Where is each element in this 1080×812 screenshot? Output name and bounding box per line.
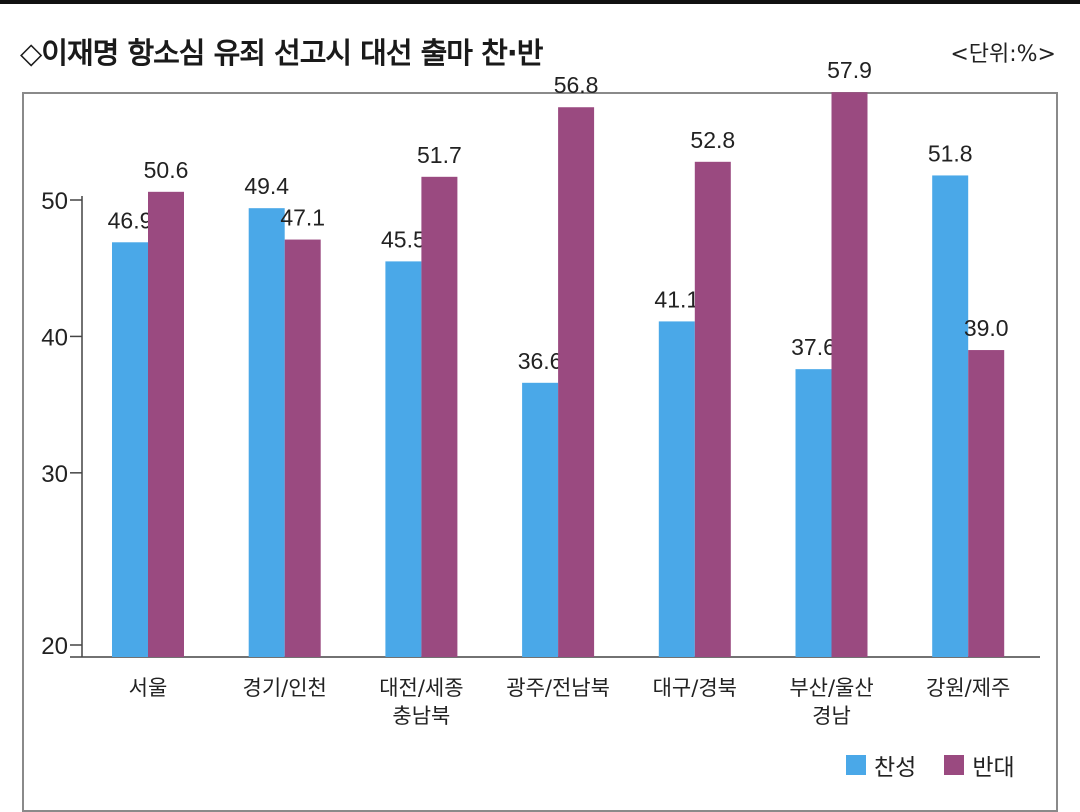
- data-label-oppose: 47.1: [280, 205, 325, 231]
- chart-title: ◇이재명 항소심 유죄 선고시 대선 출마 찬·반: [20, 36, 543, 70]
- bar-oppose: [421, 176, 458, 657]
- data-label-oppose: 39.0: [964, 315, 1009, 341]
- legend-label-oppose: 반대: [972, 755, 1015, 781]
- data-label-favor: 46.9: [108, 207, 153, 233]
- y-tick-label: 20: [41, 633, 68, 660]
- bar-oppose: [694, 161, 731, 657]
- legend-item-oppose: 반대: [944, 748, 1015, 782]
- category-label: 대전/세종: [379, 676, 463, 700]
- bar-favor: [112, 242, 148, 657]
- legend-swatch-favor: [846, 755, 866, 775]
- category-label: 경기/인천: [243, 676, 327, 700]
- y-tick-label: 40: [41, 324, 68, 351]
- bar-oppose: [968, 350, 1005, 657]
- data-label-oppose: 50.6: [144, 157, 189, 183]
- y-tick-label: 50: [41, 188, 68, 215]
- data-label-favor: 36.6: [518, 348, 563, 374]
- data-label-favor: 41.1: [654, 286, 699, 312]
- data-label-favor: 37.6: [791, 334, 836, 360]
- bar-favor: [248, 208, 285, 658]
- category-label: 부산/울산: [789, 676, 873, 700]
- legend-label-favor: 찬성: [874, 755, 917, 781]
- bar-favor: [932, 175, 969, 658]
- bar-oppose: [148, 191, 184, 657]
- legend-item-favor: 찬성: [846, 748, 916, 782]
- data-label-favor: 51.8: [928, 140, 973, 166]
- category-label: 강원/제주: [926, 676, 1010, 700]
- data-label-oppose: 56.8: [554, 72, 599, 98]
- bar-oppose: [284, 239, 321, 657]
- bar-chart: 20 30 40 50 46.9 50.6 서울 49.4 47.1 경기/인천 45.5 51.7 대…: [41, 57, 1040, 728]
- data-label-favor: 49.4: [244, 173, 289, 199]
- top-rule: [0, 0, 1080, 4]
- data-label-oppose: 51.7: [417, 142, 462, 168]
- data-label-oppose: 52.8: [690, 127, 735, 153]
- y-tick-label: 30: [41, 461, 68, 488]
- category-label: 광주/전남북: [506, 676, 610, 700]
- bar-oppose: [558, 107, 595, 657]
- legend-swatch-oppose: [944, 755, 965, 775]
- bar-favor: [522, 382, 559, 657]
- data-label-oppose: 57.9: [827, 57, 872, 83]
- category-label: 경남: [812, 704, 851, 728]
- category-label: 서울: [129, 676, 168, 700]
- data-label-favor: 45.5: [381, 226, 426, 252]
- category-label: 대구/경북: [653, 676, 737, 700]
- bar-oppose: [831, 92, 868, 657]
- legend: 찬성 반대: [846, 748, 1033, 782]
- bar-favor: [385, 261, 422, 657]
- bar-favor: [795, 369, 832, 657]
- unit-label: <단위:%>: [950, 42, 1056, 67]
- bar-favor: [658, 321, 695, 657]
- category-label: 충남북: [392, 704, 450, 728]
